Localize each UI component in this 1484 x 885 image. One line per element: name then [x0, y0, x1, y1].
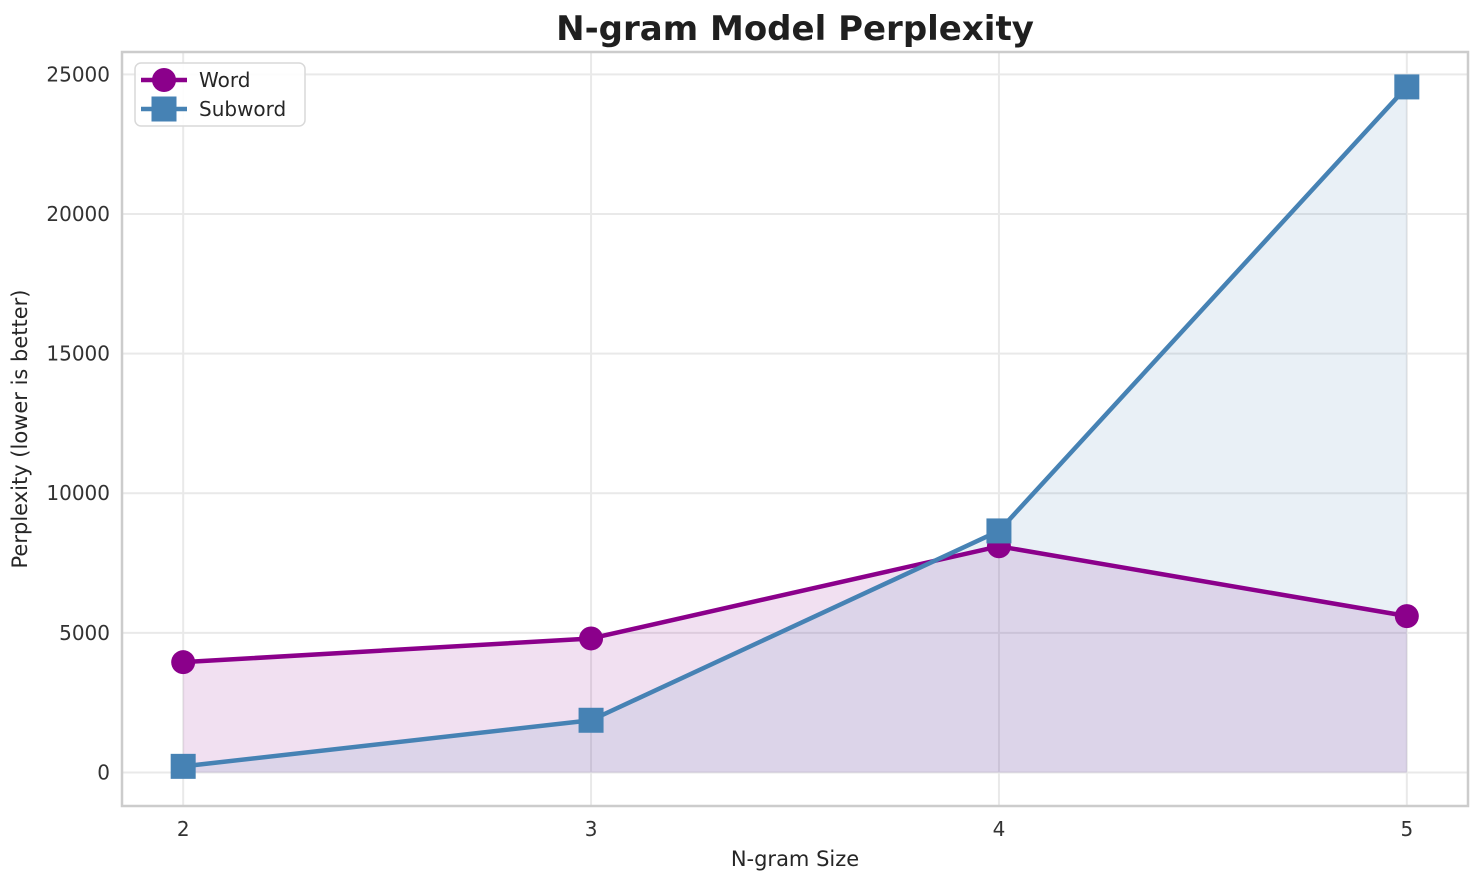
subword-data-point	[986, 518, 1012, 544]
subword-data-point	[1394, 74, 1420, 100]
subword-data-point	[578, 707, 604, 733]
subword-data-point	[170, 753, 196, 779]
word-data-point	[171, 650, 196, 675]
y-tick-label: 20000	[46, 202, 110, 226]
word-data-point	[1394, 604, 1419, 629]
subword-line	[182, 85, 1409, 769]
x-axis-label: N-gram Size	[731, 847, 859, 871]
word-line	[183, 544, 1408, 665]
series-layer	[170, 74, 1420, 779]
legend-item-word: Word	[141, 68, 250, 92]
legend: Word Subword	[134, 62, 306, 127]
y-tick-label: 0	[97, 760, 110, 784]
y-axis-label: Perplexity (lower is better)	[8, 290, 32, 569]
x-tick-label: 2	[177, 817, 190, 841]
y-tick-label: 5000	[59, 621, 110, 645]
subword-series	[170, 74, 1420, 779]
y-tick-label: 10000	[46, 481, 110, 505]
x-tick-label: 5	[1400, 817, 1413, 841]
spines-layer	[120, 50, 1470, 808]
legend-square-marker-icon	[151, 96, 177, 122]
word-area-fill	[183, 546, 1407, 773]
grid-layer	[122, 52, 1468, 806]
legend-label: Word	[199, 68, 250, 92]
x-tick-label: 4	[993, 817, 1006, 841]
subword-area-fill	[183, 86, 1407, 773]
legend-label: Subword	[199, 97, 286, 121]
y-tick-label: 25000	[46, 62, 110, 86]
plot-border	[120, 50, 1470, 808]
legend-circle-marker-icon	[152, 68, 176, 92]
area-fill-layer	[183, 86, 1407, 773]
y-tick-label: 15000	[46, 342, 110, 366]
chart-title: N-gram Model Perplexity	[556, 9, 1034, 49]
word-data-point	[579, 626, 604, 651]
x-tick-label: 3	[585, 817, 598, 841]
legend-item-subword: Subword	[141, 96, 286, 122]
tick-labels-layer: 0 5000 10000 15000 20000 25000 2 3 4 5	[46, 62, 1413, 841]
